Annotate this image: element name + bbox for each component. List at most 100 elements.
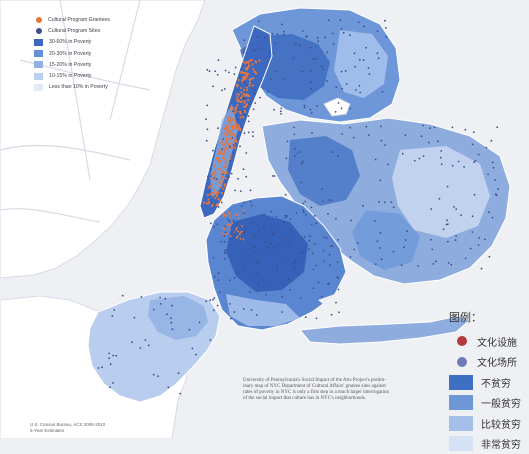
site-dot <box>296 212 298 214</box>
grantee-dot <box>222 188 224 190</box>
site-dot <box>243 201 245 203</box>
site-dot <box>494 179 496 181</box>
site-dot <box>283 239 285 241</box>
site-dot <box>302 30 304 32</box>
site-dot <box>473 161 475 163</box>
site-dot <box>363 59 365 61</box>
site-dot <box>210 339 212 341</box>
site-dot <box>217 74 219 76</box>
site-dot <box>391 201 393 203</box>
site-dot <box>164 298 166 300</box>
grantee-dot <box>254 71 256 73</box>
grantee-dot <box>236 84 238 86</box>
site-dot <box>275 71 277 73</box>
legend-en-item: Cultural Program Grantees <box>34 14 144 25</box>
site-dot <box>323 260 325 262</box>
site-dot <box>335 218 337 220</box>
grantee-dot <box>218 168 220 170</box>
grantee-dot <box>236 104 238 106</box>
site-dot <box>243 81 245 83</box>
legend-dot <box>457 357 467 367</box>
site-dot <box>377 240 379 242</box>
grantee-dot <box>214 165 216 167</box>
grantee-dot <box>218 198 220 200</box>
site-dot <box>287 258 289 260</box>
site-dot <box>219 291 221 293</box>
site-dot <box>475 160 477 162</box>
site-dot <box>322 201 324 203</box>
legend-en-label: 20-30% in Poverty <box>49 51 91 57</box>
site-dot <box>296 153 298 155</box>
legend-cn-item: 不贫穷 <box>449 372 527 393</box>
site-dot <box>227 219 229 221</box>
grantee-dot <box>225 139 227 141</box>
site-dot <box>354 52 356 54</box>
grantee-dot <box>255 72 257 74</box>
grantee-dot <box>221 176 223 178</box>
site-dot <box>259 97 261 99</box>
site-dot <box>273 246 275 248</box>
site-dot <box>273 52 275 54</box>
site-dot <box>486 147 488 149</box>
legend-en-item: 20-30% in Poverty <box>34 48 144 59</box>
site-dot <box>293 127 295 129</box>
site-dot <box>381 140 383 142</box>
site-dot <box>419 158 421 160</box>
site-dot <box>332 245 334 247</box>
grantee-dot <box>232 128 234 130</box>
legend-cn-item: 文化场所 <box>449 352 527 373</box>
site-dot <box>489 256 491 258</box>
grantee-dot <box>234 147 236 149</box>
grantee-dot <box>229 138 231 140</box>
site-dot <box>299 45 301 47</box>
grantee-dot <box>220 142 222 144</box>
site-dot <box>443 229 445 231</box>
site-dot <box>243 212 245 214</box>
grantee-dot <box>230 224 232 226</box>
legend-dot <box>36 17 42 23</box>
site-dot <box>463 166 465 168</box>
site-dot <box>310 47 312 49</box>
site-dot <box>363 26 365 28</box>
site-dot <box>311 112 313 114</box>
site-dot <box>359 85 361 87</box>
site-dot <box>302 203 304 205</box>
site-dot <box>269 51 271 53</box>
site-dot <box>312 253 314 255</box>
site-dot <box>230 318 232 320</box>
grantee-dot <box>234 109 236 111</box>
site-dot <box>328 19 330 21</box>
site-dot <box>294 268 296 270</box>
legend-swatch <box>34 50 43 57</box>
grantee-dot <box>229 122 231 124</box>
site-dot <box>221 89 223 91</box>
site-dot <box>244 114 246 116</box>
site-dot <box>241 249 243 251</box>
site-dot <box>281 311 283 313</box>
site-dot <box>295 260 297 262</box>
site-dot <box>312 58 314 60</box>
site-dot <box>122 295 124 297</box>
site-dot <box>283 34 285 36</box>
grantee-dot <box>252 85 254 87</box>
grantee-dot <box>249 79 251 81</box>
site-dot <box>496 126 498 128</box>
grantee-dot <box>249 84 251 86</box>
grantee-dot <box>228 224 230 226</box>
grantee-dot <box>228 116 230 118</box>
site-dot <box>300 182 302 184</box>
site-dot <box>248 115 250 117</box>
site-dot <box>316 105 318 107</box>
site-dot <box>422 125 424 127</box>
site-dot <box>178 372 180 374</box>
legend-swatch <box>449 375 473 390</box>
legend-cn-item: 比较贫穷 <box>449 413 527 434</box>
site-dot <box>225 70 227 72</box>
site-dot <box>311 207 313 209</box>
site-dot <box>350 256 352 258</box>
grantee-dot <box>219 186 221 188</box>
grantee-dot <box>241 225 243 227</box>
site-dot <box>206 105 208 107</box>
site-dot <box>205 118 207 120</box>
site-dot <box>237 138 239 140</box>
